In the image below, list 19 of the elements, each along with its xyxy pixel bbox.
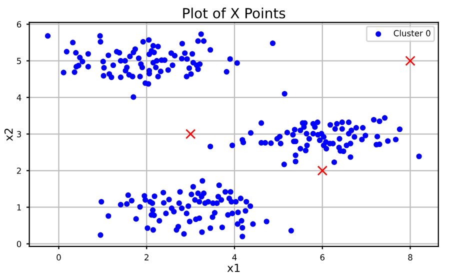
x-tick-label: 6 — [320, 254, 325, 260]
chart-title: Plot of X Points — [183, 8, 286, 18]
y-tick-label: 4 — [16, 94, 22, 101]
point — [405, 56, 416, 66]
y-tick-label: 6 — [16, 21, 22, 28]
y-axis-title: x2 — [4, 128, 13, 141]
y-tick-label: 2 — [16, 168, 21, 174]
point — [185, 128, 196, 140]
y-tick-label: 3 — [17, 131, 22, 138]
y-tick-label: 0 — [16, 240, 22, 248]
x-axis-title: x1 — [227, 264, 240, 272]
x-tick-label: 8 — [408, 254, 412, 260]
legend-label: Cluster 0 — [394, 30, 430, 36]
point — [317, 166, 328, 176]
y-tick-label: 5 — [17, 58, 21, 64]
x-tick-label: 2 — [144, 254, 148, 260]
x-tick-label: 0 — [56, 254, 61, 260]
x-tick-label: 4 — [232, 254, 237, 260]
y-tick-label: 1 — [17, 204, 21, 210]
